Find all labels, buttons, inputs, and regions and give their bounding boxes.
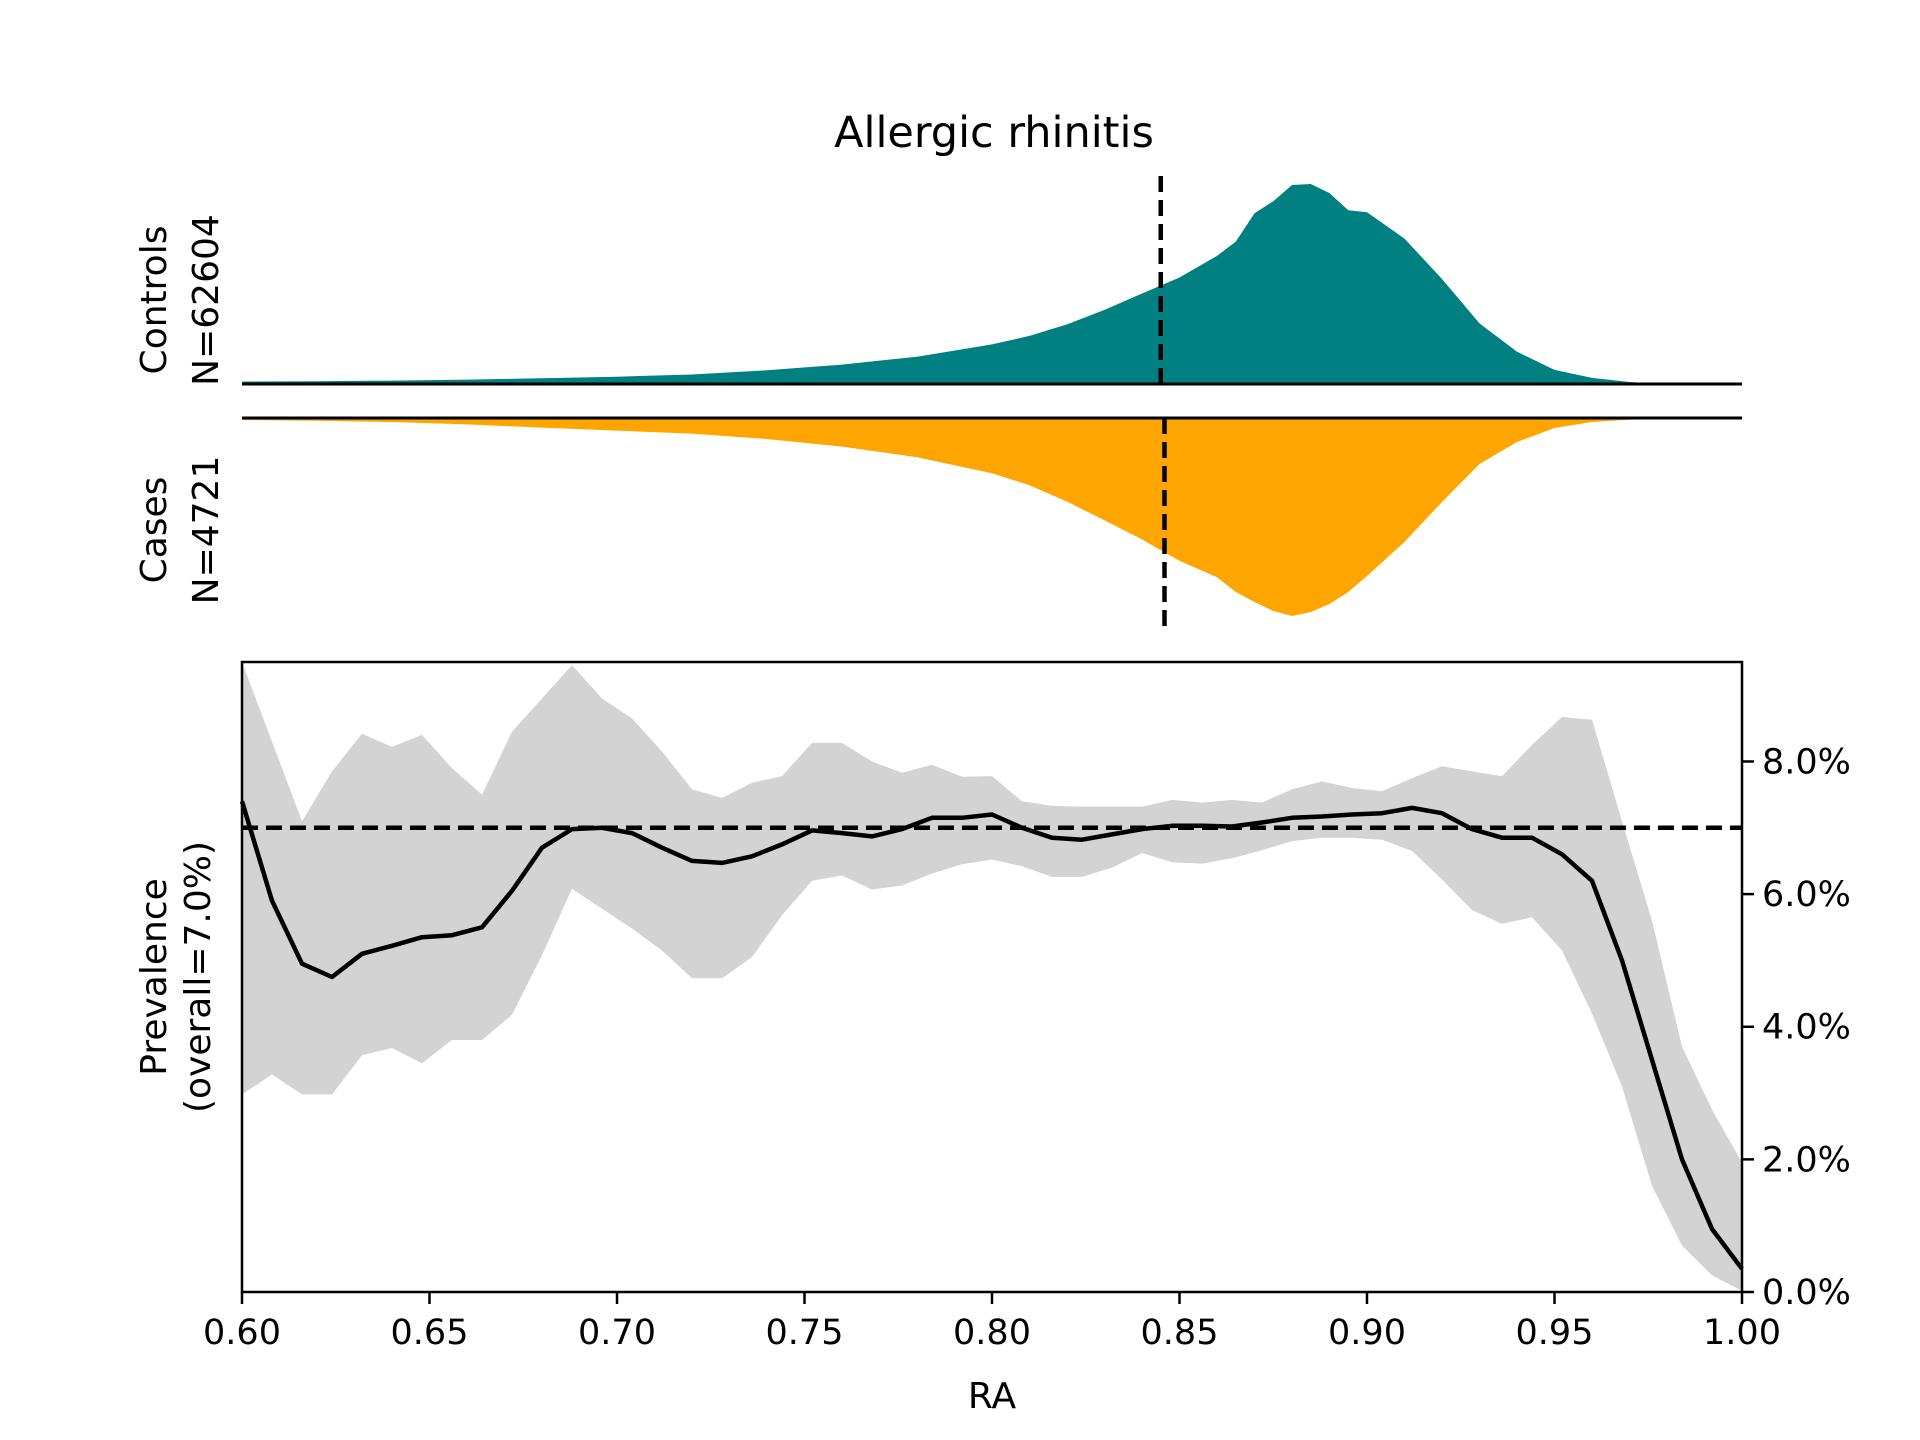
x-tick-label: 0.75 — [766, 1313, 844, 1353]
y-tick-label: 0.0% — [1762, 1273, 1851, 1313]
x-tick-label: 0.70 — [578, 1313, 656, 1353]
cases-n-label: N=4721 — [186, 456, 227, 605]
cases-panel: Cases N=4721 — [134, 416, 1742, 628]
controls-ylabel: Controls — [134, 226, 175, 375]
y-tick-label: 6.0% — [1762, 875, 1851, 915]
x-tick-label: 0.95 — [1516, 1313, 1594, 1353]
prevalence-panel: 0.60 0.65 0.70 0.75 0.80 0.85 0.90 0.95 1.00 0.0… — [134, 660, 1851, 1417]
controls-density-area — [242, 184, 1742, 384]
y-tick-label: 2.0% — [1762, 1140, 1851, 1180]
x-tick-label: 0.90 — [1328, 1313, 1406, 1353]
controls-n-label: N=62604 — [186, 214, 227, 386]
controls-panel: Controls N=62604 — [134, 176, 1742, 386]
x-axis-label: RA — [968, 1376, 1017, 1417]
x-tick-label: 0.85 — [1141, 1313, 1219, 1353]
x-tick-label: 0.65 — [391, 1313, 469, 1353]
y-tick-label: 4.0% — [1762, 1008, 1851, 1048]
prevalence-ylabel-line2: (overall=7.0%) — [178, 841, 219, 1113]
cases-density-area — [242, 418, 1742, 616]
cases-ylabel: Cases — [134, 477, 175, 584]
x-tick-label: 0.80 — [953, 1313, 1031, 1353]
y-axis-right: 0.0% 2.0% 4.0% 6.0% 8.0% — [1742, 742, 1851, 1313]
y-tick-label: 8.0% — [1762, 742, 1851, 782]
chart-title: Allergic rhinitis — [834, 108, 1154, 158]
x-axis: 0.60 0.65 0.70 0.75 0.80 0.85 0.90 0.95 1.00 — [203, 1292, 1781, 1353]
prevalence-ylabel-line1: Prevalence — [134, 878, 175, 1076]
prevalence-line — [239, 800, 1744, 1271]
x-tick-label: 1.00 — [1703, 1313, 1781, 1353]
x-tick-label: 0.60 — [203, 1313, 281, 1353]
prevalence-ci-band — [242, 662, 1742, 1291]
